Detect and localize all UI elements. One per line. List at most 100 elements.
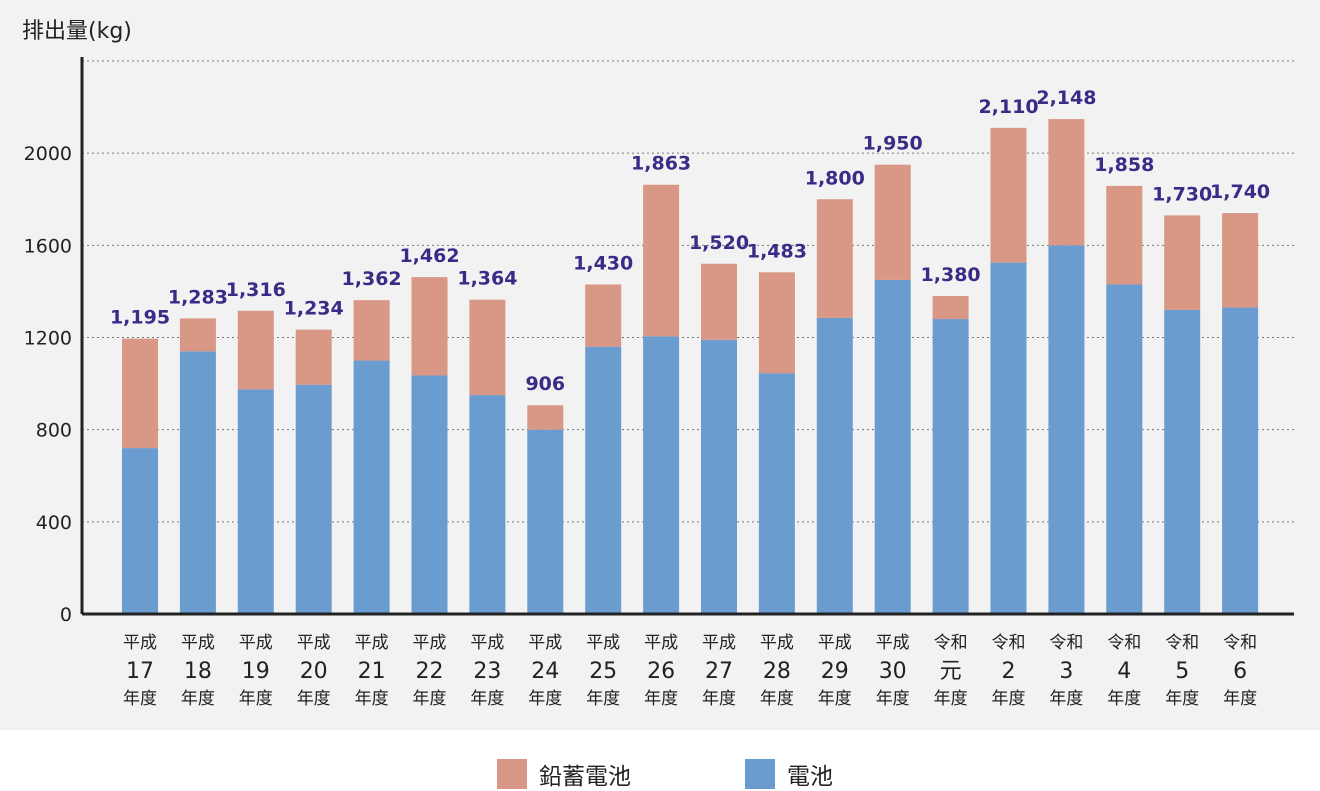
x-label-year: 29 <box>821 659 849 684</box>
bar-battery <box>295 384 332 614</box>
bar-battery <box>411 375 448 614</box>
x-label-suffix: 年度 <box>1107 689 1141 709</box>
x-label-year: 19 <box>242 659 270 684</box>
x-label-era: 平成 <box>239 633 273 653</box>
bar-battery <box>758 373 795 614</box>
x-label-era: 令和 <box>992 633 1026 653</box>
x-label-era: 平成 <box>644 633 678 653</box>
bar-lead-battery <box>527 405 564 430</box>
total-label: 1,316 <box>226 279 286 301</box>
bar-battery <box>179 351 216 614</box>
bar-battery <box>643 336 680 614</box>
total-label: 1,283 <box>168 286 228 308</box>
bar-battery <box>237 389 274 614</box>
x-label-suffix: 年度 <box>528 689 562 709</box>
legend <box>0 730 1320 790</box>
x-label-suffix: 年度 <box>876 689 910 709</box>
bar-lead-battery <box>585 284 622 347</box>
y-tick-label: 1600 <box>24 235 72 257</box>
total-label: 2,110 <box>978 96 1038 118</box>
x-label-year: 6 <box>1233 659 1247 684</box>
legend-label-lead-battery: 鉛蓄電池 <box>539 764 631 790</box>
legend-item-battery: 電池 <box>745 757 833 791</box>
bar-battery <box>469 395 506 614</box>
total-label: 1,950 <box>863 133 923 155</box>
x-label-era: 平成 <box>413 633 447 653</box>
total-label: 906 <box>525 373 565 395</box>
x-label-era: 平成 <box>528 633 562 653</box>
total-label: 1,730 <box>1152 183 1212 205</box>
y-tick-label: 0 <box>60 604 72 626</box>
bar-lead-battery <box>1048 119 1085 246</box>
bar-battery <box>816 317 853 614</box>
bar-lead-battery <box>932 296 969 320</box>
bar-lead-battery <box>122 338 158 449</box>
bar-lead-battery <box>758 272 795 374</box>
x-label-era: 平成 <box>470 633 504 653</box>
x-label-suffix: 年度 <box>413 689 447 709</box>
x-label-suffix: 年度 <box>818 689 852 709</box>
x-label-year: 元 <box>940 659 962 684</box>
bar-lead-battery <box>1106 185 1143 285</box>
bar-battery <box>701 339 737 614</box>
bar-lead-battery <box>411 277 448 376</box>
x-label-suffix: 年度 <box>760 689 794 709</box>
bar-battery <box>1222 307 1259 614</box>
y-tick-label: 800 <box>36 420 72 442</box>
legend-swatch-lead-battery <box>497 759 527 789</box>
x-label-era: 平成 <box>123 633 157 653</box>
total-label: 1,740 <box>1210 181 1270 203</box>
y-tick-label: 400 <box>36 512 72 534</box>
x-label-year: 18 <box>184 659 212 684</box>
x-label-era: 平成 <box>876 633 910 653</box>
bar-lead-battery <box>643 184 680 337</box>
x-label-year: 2 <box>1002 659 1016 684</box>
chart-area: 排出量(kg) 0 400 800 1200 1600 2000 1,195 1,283 1,… <box>0 0 1320 730</box>
legend-label-battery: 電池 <box>787 764 833 790</box>
x-label-year: 5 <box>1175 659 1189 684</box>
x-label-era: 平成 <box>760 633 794 653</box>
x-label-suffix: 年度 <box>470 689 504 709</box>
total-label: 1,858 <box>1094 154 1154 176</box>
bar-lead-battery <box>1164 215 1201 310</box>
bar-lead-battery <box>179 318 216 352</box>
x-label-suffix: 年度 <box>586 689 620 709</box>
bar-battery <box>1164 309 1201 614</box>
x-label-suffix: 年度 <box>123 689 157 709</box>
x-label-suffix: 年度 <box>1165 689 1199 709</box>
x-label-year: 3 <box>1059 659 1073 684</box>
x-label-era: 令和 <box>1223 633 1257 653</box>
total-label: 2,148 <box>1036 87 1096 109</box>
bar-battery <box>122 448 158 614</box>
axes <box>80 57 1294 616</box>
x-label-suffix: 年度 <box>355 689 389 709</box>
total-label: 1,483 <box>747 240 807 262</box>
gridlines: 0 400 800 1200 1600 2000 <box>24 60 1294 626</box>
x-label-era: 平成 <box>702 633 736 653</box>
x-label-era: 平成 <box>586 633 620 653</box>
x-label-year: 27 <box>705 659 733 684</box>
bar-battery <box>527 429 564 614</box>
bar-lead-battery <box>990 127 1027 263</box>
y-tick-label: 1200 <box>24 328 72 350</box>
total-label: 1,234 <box>284 298 344 320</box>
x-label-year: 17 <box>126 659 154 684</box>
total-label: 1,380 <box>921 264 981 286</box>
legend-swatch-battery <box>745 759 775 789</box>
x-label-suffix: 年度 <box>239 689 273 709</box>
y-tick-label: 2000 <box>24 143 72 165</box>
x-label-suffix: 年度 <box>1049 689 1083 709</box>
total-label: 1,462 <box>399 245 459 267</box>
bar-lead-battery <box>237 310 274 390</box>
total-label: 1,362 <box>342 268 402 290</box>
x-label-year: 20 <box>300 659 328 684</box>
bar-lead-battery <box>353 300 390 361</box>
total-label: 1,364 <box>457 268 517 290</box>
x-label-year: 21 <box>358 659 386 684</box>
x-label-era: 平成 <box>181 633 215 653</box>
bar-lead-battery <box>816 199 853 318</box>
x-label-suffix: 年度 <box>1223 689 1257 709</box>
total-label: 1,430 <box>573 253 633 275</box>
x-label-suffix: 年度 <box>297 689 331 709</box>
